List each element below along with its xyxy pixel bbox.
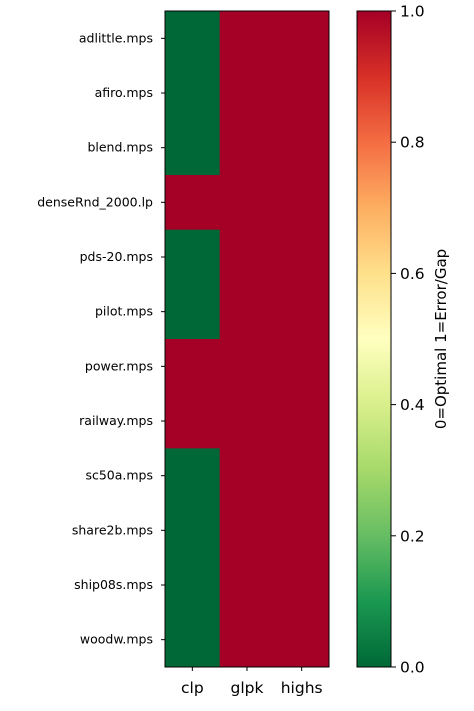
- colorbar: [356, 10, 392, 668]
- heatmap-cell: [165, 393, 221, 449]
- row-label: woodw.mps: [80, 632, 153, 647]
- heatmap-cell: [165, 503, 221, 559]
- heatmap-cell: [274, 284, 330, 340]
- heatmap-cell: [165, 229, 221, 285]
- row-label: afiro.mps: [95, 85, 153, 100]
- row-label: denseRnd_2000.lp: [37, 194, 153, 209]
- column-label: highs: [281, 679, 323, 697]
- colorbar-tick-label: 0.0: [400, 659, 425, 677]
- row-labels: adlittle.mps afiro.mps blend.mps denseRnd_2…: [37, 30, 165, 647]
- heatmap-cell: [274, 612, 330, 668]
- heatmap-cell: [219, 612, 275, 668]
- row-label: pilot.mps: [95, 304, 153, 319]
- heatmap-cell: [219, 120, 275, 176]
- column-label: glpk: [231, 679, 264, 697]
- heatmap-cell: [274, 229, 330, 285]
- heatmap-cell: [219, 11, 275, 67]
- heatmap-cell: [165, 612, 221, 668]
- row-label: pds-20.mps: [80, 249, 153, 264]
- row-label: adlittle.mps: [79, 30, 153, 45]
- row-label: railway.mps: [79, 413, 153, 428]
- colorbar-label: 0=Optimal 1=Error/Gap: [432, 249, 450, 429]
- heatmap-cell: [219, 65, 275, 121]
- heatmap-cell: [219, 284, 275, 340]
- heatmap-cell: [274, 120, 330, 176]
- heatmap-cell: [219, 175, 275, 231]
- colorbar-tick-label: 0.4: [400, 396, 425, 414]
- colorbar-ticks: 0.0 0.2 0.4 0.6 0.8 1.0: [391, 3, 425, 677]
- heatmap-cell: [165, 65, 221, 121]
- row-label: ship08s.mps: [74, 577, 153, 592]
- row-label: sc50a.mps: [85, 468, 153, 483]
- heatmap-cell: [165, 175, 221, 231]
- heatmap-cell: [274, 339, 330, 395]
- heatmap-cell: [274, 503, 330, 559]
- heatmap-cell: [165, 284, 221, 340]
- colorbar-tick-label: 0.8: [400, 134, 425, 152]
- heatmap-cell: [274, 448, 330, 504]
- heatmap-cell: [165, 120, 221, 176]
- column-label: clp: [181, 679, 204, 697]
- heatmap-cell: [165, 557, 221, 613]
- heatmap-cell: [274, 65, 330, 121]
- heatmap-cell: [219, 229, 275, 285]
- heatmap-cell: [165, 339, 221, 395]
- heatmap-cells: [165, 11, 330, 668]
- heatmap-cell: [274, 175, 330, 231]
- column-labels: clp glpk highs: [181, 667, 323, 697]
- colorbar-tick-label: 0.6: [400, 265, 425, 283]
- heatmap-cell: [274, 11, 330, 67]
- heatmap-cell: [219, 339, 275, 395]
- heatmap-cell: [219, 557, 275, 613]
- colorbar-tick-label: 0.2: [400, 527, 425, 545]
- heatmap-cell: [219, 503, 275, 559]
- row-label: share2b.mps: [72, 522, 153, 537]
- colorbar-tick-label: 1.0: [400, 3, 425, 21]
- row-label: power.mps: [85, 358, 153, 373]
- heatmap-cell: [165, 448, 221, 504]
- row-label: blend.mps: [87, 140, 153, 155]
- heatmap-cell: [274, 393, 330, 449]
- heatmap-cell: [274, 557, 330, 613]
- heatmap-cell: [165, 11, 221, 67]
- heatmap-cell: [219, 393, 275, 449]
- heatmap-cell: [219, 448, 275, 504]
